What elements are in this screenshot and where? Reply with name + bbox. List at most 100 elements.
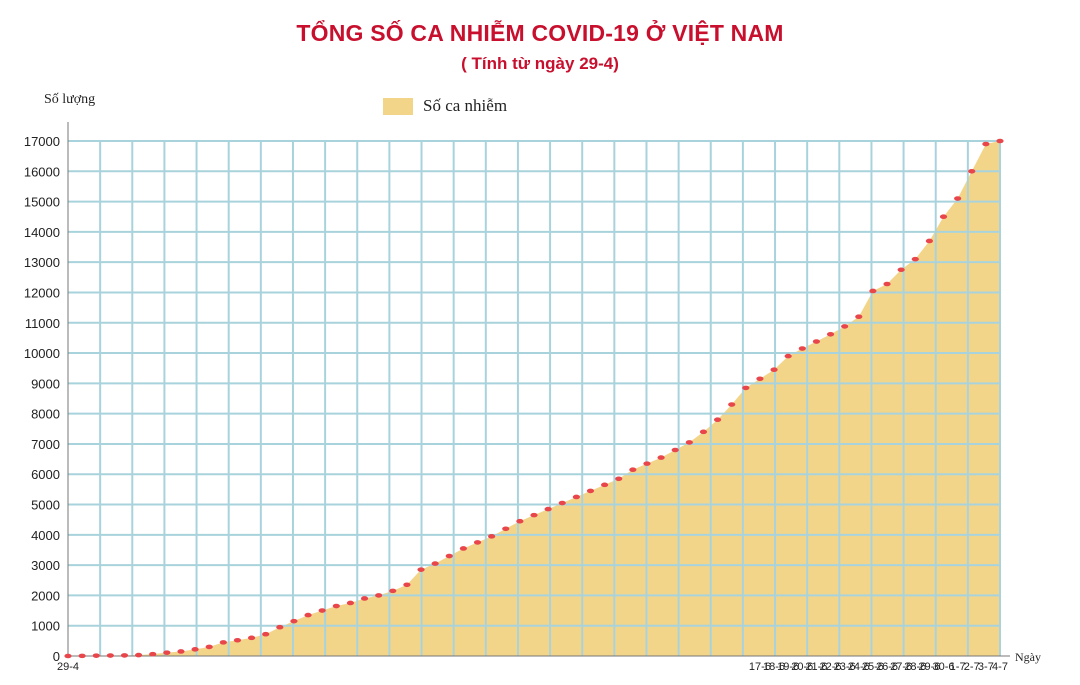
data-point [841, 324, 849, 329]
x-tick-label: 3-7 [978, 661, 994, 673]
data-point [629, 467, 637, 472]
data-point [826, 331, 835, 337]
data-point [911, 256, 919, 262]
data-point [516, 518, 524, 524]
data-point [219, 640, 227, 645]
data-point [685, 440, 693, 445]
chart-subtitle: ( Tính từ ngày 29-4) [461, 54, 619, 73]
legend-swatch [383, 97, 413, 115]
data-point [346, 600, 355, 606]
legend: Số ca nhiễm [383, 96, 507, 116]
x-tick-label: 23-6 [834, 661, 856, 673]
data-point [205, 644, 213, 650]
data-point [855, 314, 863, 320]
data-point [572, 494, 580, 500]
data-point [290, 618, 298, 624]
data-point [657, 455, 665, 460]
data-point [64, 653, 72, 659]
data-point [699, 429, 708, 435]
x-tick-label: 21-6 [805, 661, 827, 673]
x-tick-label: 17-6 [749, 661, 771, 673]
data-point [601, 482, 609, 488]
data-point [883, 281, 891, 287]
data-point [728, 402, 736, 407]
x-tick-label: 20-6 [791, 661, 813, 673]
data-point [586, 488, 595, 494]
data-point [558, 500, 566, 506]
data-point [247, 635, 256, 641]
y-tick-label: 13000 [24, 255, 60, 270]
y-tick-label: 12000 [24, 285, 60, 300]
x-tick-label: 24-6 [848, 661, 870, 673]
data-point [502, 526, 510, 532]
data-point [939, 214, 948, 220]
y-tick-label: 2000 [31, 588, 60, 603]
data-point [92, 653, 100, 658]
y-tick-label: 1000 [31, 619, 60, 634]
data-point [897, 267, 905, 273]
y-tick-label: 9000 [31, 376, 60, 391]
data-point [742, 385, 750, 391]
data-point [149, 651, 157, 657]
x-tick-label: 4-7 [992, 661, 1008, 673]
area-series [68, 141, 1000, 656]
data-point [120, 653, 129, 658]
data-point [304, 612, 312, 618]
data-point [78, 653, 86, 659]
y-tick-label: 14000 [24, 225, 60, 240]
data-point [191, 647, 199, 652]
y-tick-label: 10000 [24, 346, 60, 361]
data-point [389, 588, 397, 594]
data-point [332, 603, 340, 609]
data-point [318, 608, 326, 613]
data-point [375, 593, 383, 598]
data-point [869, 288, 877, 294]
x-tick-label: 26-6 [876, 661, 898, 673]
data-point [798, 346, 806, 351]
x-tick-label: 25-6 [862, 661, 884, 673]
x-axis-label: Ngày [1015, 650, 1041, 664]
data-point [968, 168, 976, 174]
x-tick-label: 19-6 [777, 661, 799, 673]
y-tick-label: 0 [53, 649, 60, 664]
chart-title: TỔNG SỐ CA NHIỄM COVID-19 Ở VIỆT NAM [296, 20, 784, 46]
y-tick-label: 11000 [25, 316, 60, 331]
data-point [163, 650, 171, 655]
x-tick-label: 30-6 [932, 661, 954, 673]
y-tick-label: 17000 [24, 134, 60, 149]
data-point [276, 624, 284, 630]
data-point [671, 447, 679, 453]
y-tick-label: 15000 [24, 195, 60, 210]
x-tick-label: 28-6 [904, 661, 926, 673]
y-tick-label: 8000 [31, 407, 60, 422]
y-tick-label: 3000 [31, 558, 60, 573]
data-point [925, 238, 933, 244]
y-axis-label: Số lượng [44, 92, 96, 107]
data-point [982, 141, 990, 147]
data-point [403, 582, 411, 588]
data-point [713, 417, 722, 423]
data-point [262, 631, 270, 637]
data-point [488, 534, 496, 539]
data-point [615, 476, 623, 482]
y-tick-label: 16000 [24, 164, 60, 179]
data-point [177, 649, 185, 654]
data-point [996, 138, 1004, 144]
x-tick-label: 1-7 [950, 661, 966, 673]
data-point [812, 339, 821, 344]
x-tick-label: 2-7 [964, 661, 980, 673]
x-tick-label: 22-6 [820, 661, 842, 673]
x-tick-label: 18-6 [763, 661, 785, 673]
data-point [417, 567, 425, 572]
data-point [106, 653, 114, 658]
data-point [544, 506, 552, 512]
data-point [233, 637, 242, 643]
data-point [954, 196, 962, 201]
y-tick-label: 7000 [31, 437, 60, 452]
x-tick-label: 29-4 [57, 661, 79, 673]
x-tick-label: 29-6 [918, 661, 940, 673]
legend-label: Số ca nhiễm [423, 96, 508, 115]
data-point [756, 376, 764, 382]
data-point [431, 561, 439, 566]
